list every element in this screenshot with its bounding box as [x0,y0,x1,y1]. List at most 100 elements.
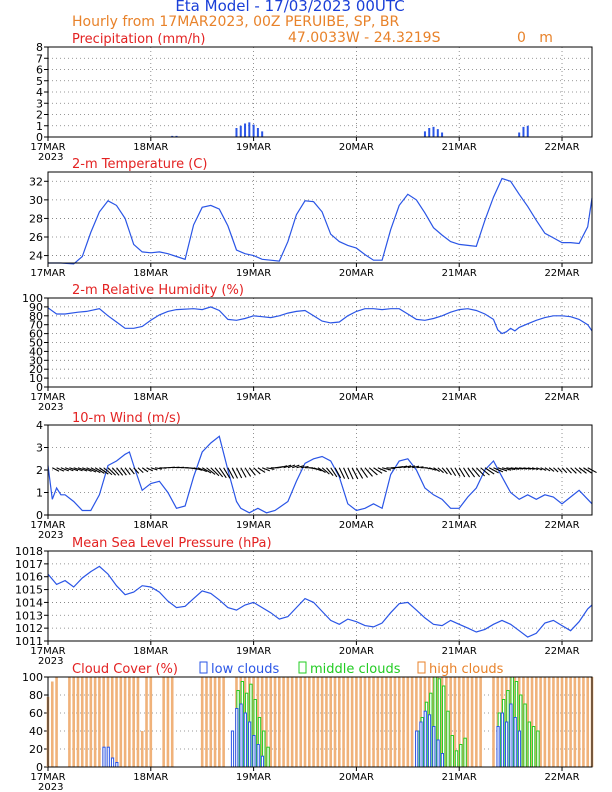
wind-barb [540,467,547,471]
cloud-bar-high-clouds [132,677,135,767]
temp-ytick-label: 30 [29,194,43,207]
location-coords: 47.0033W - 24.3219S [288,30,441,46]
rh-xtick-label: 18MAR [133,392,168,403]
wind-barb [411,465,420,469]
cloud-xtick-label: 20MAR [339,772,374,783]
wind-barb [531,467,539,471]
wind-barb [561,467,568,474]
wind-barb [583,467,592,474]
wind-barb [223,467,231,479]
cloud-bar-high-clouds [299,677,303,767]
mslp-line [47,565,593,638]
wind-barb [146,467,153,472]
wind-barb [261,467,271,472]
wind-barb [201,467,212,474]
precip-xtick-label: 20MAR [339,142,374,153]
wind-barb [266,467,275,470]
rh-title: 2-m Relative Humidity (%) [72,283,244,298]
cloud-bar-high-clouds [89,677,93,767]
cloud-bar-low-clouds [436,739,440,768]
precip-bar [436,129,439,137]
wind-barb [467,467,476,478]
rh-ytick-label: 0 [36,381,43,394]
precip-xtick-label: 21MAR [442,142,477,153]
temp-ytick-label: 32 [29,175,43,188]
cloud-bar-low-clouds [235,708,239,768]
precip-bar [244,123,247,137]
wind-barb [154,467,163,470]
temp-ytick-label: 26 [29,231,43,244]
wind-barb [231,467,239,479]
wind-barb [218,467,227,479]
mslp-xtick-label: 18MAR [133,646,168,657]
cloud-bar-high-clouds [564,677,568,767]
wind-barb [69,467,79,472]
cloud-bar-high-clouds [286,677,290,767]
cloud-bar-low-clouds [110,757,115,768]
cloud-bar-middle-clouds [459,744,463,768]
cloud-bar-low-clouds [239,703,243,768]
cloud-xtick-label: 21MAR [442,772,477,783]
rh-frame [47,297,593,388]
legend-swatch-low [199,661,208,674]
wind-ytick-label: 4 [36,419,43,432]
wind-barb [416,466,424,469]
wind-barb [514,467,524,470]
wind-barb [141,467,149,473]
cloud-bar-high-clouds [140,731,144,767]
wind-barb [338,467,346,479]
wind-barb [248,467,256,476]
mslp-xtick-label: 17MAR [30,646,65,657]
rh-ytick-label: 10 [29,372,43,385]
cloud-bar-low-clouds [102,746,106,768]
cloud-bar-high-clouds [50,681,54,767]
cloud-bar-high-clouds [389,677,392,767]
legend-swatch-high [417,661,426,674]
cloud-bar-high-clouds [106,677,110,767]
temp-xtick-label: 19MAR [236,268,271,279]
cloud-bar-low-clouds [432,726,436,768]
wind-barb [334,467,342,479]
wind-barb [347,467,354,480]
cloud-ytick-label: 60 [29,707,43,720]
mslp-ytick-label: 1016 [15,571,43,584]
cloud-bar-low-clouds [248,721,252,768]
wind-barb [317,467,326,473]
cloud-bar-high-clouds [380,677,384,767]
precip-ytick-label: 7 [36,52,43,65]
mslp-ytick-label: 1011 [15,635,43,648]
wind-ytick-label: 0 [36,509,43,522]
wind-barb [381,467,392,471]
cloud-bar-low-clouds [505,721,509,768]
legend-label-middle: middle clouds [310,662,401,677]
wind-barb [73,467,83,472]
wind-barb [493,467,504,473]
temp-frame [47,171,593,264]
wind-barb [519,467,528,470]
precip-year-label: 2023 [38,152,63,163]
precip-bar [428,128,431,137]
wind-panel: 0 1 2 3 4 17MAR 18MAR 19MAR 20MAR 21MAR 22MAR 2023 1… [30,411,597,541]
cloud-bar-high-clouds [55,677,58,767]
cloud-title: Cloud Cover (%) [72,662,178,677]
chart-title: Eta Model - 17/03/2023 00UTC [175,0,404,15]
precip-bar [235,128,238,137]
wind-barb [111,467,120,476]
mslp-ytick-label: 1014 [15,596,43,609]
precip-xtick-label: 22MAR [544,142,579,153]
precip-ytick-label: 0 [36,131,43,144]
cloud-bar-high-clouds [265,677,268,767]
cloud-bar-high-clouds [539,677,542,767]
precip-bar [252,124,255,137]
cloud-bar-high-clouds [462,677,465,767]
wind-barb [437,467,444,474]
cloud-xtick-label: 17MAR [30,772,65,783]
cloud-bar-high-clouds [149,677,153,767]
cloud-bar-low-clouds [256,744,260,768]
mslp-ytick-label: 1017 [15,558,43,571]
wind-barb [578,467,587,474]
wind-barb [90,467,101,474]
precip-xtick-label: 19MAR [236,142,271,153]
cloud-bar-high-clouds [316,677,320,767]
cloud-bar-high-clouds [76,677,80,767]
